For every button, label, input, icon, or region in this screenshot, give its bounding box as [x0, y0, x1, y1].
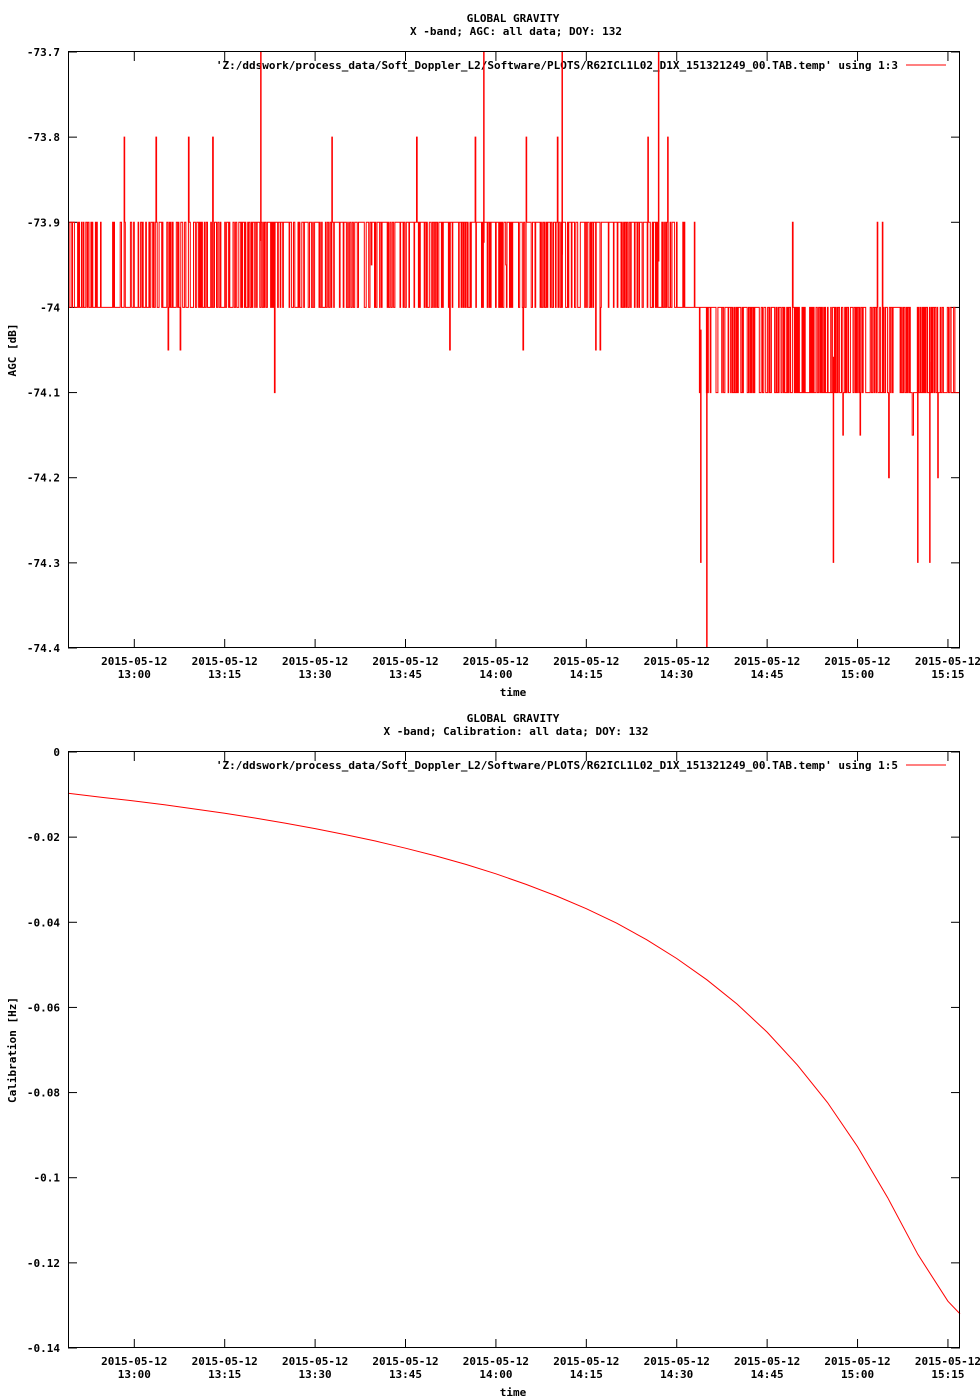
calibration-x-tick-date: 2015-05-12 — [734, 1355, 800, 1368]
calibration-data-layer — [67, 792, 961, 1315]
agc-x-tick-date: 2015-05-12 — [824, 655, 890, 668]
calibration-chart-title: GLOBAL GRAVITY — [467, 712, 560, 725]
agc-x-tick-time: 15:15 — [931, 668, 964, 681]
calibration-x-tick-time: 14:15 — [570, 1368, 603, 1381]
agc-chart-subtitle: X -band; AGC: all data; DOY: 132 — [410, 25, 622, 38]
calibration-x-tick-date: 2015-05-12 — [101, 1355, 167, 1368]
calibration-x-tick-date: 2015-05-12 — [824, 1355, 890, 1368]
agc-x-tick-date: 2015-05-12 — [282, 655, 348, 668]
calibration-x-tick-time: 14:30 — [660, 1368, 693, 1381]
agc-y-axis-label: AGC [dB] — [6, 324, 19, 377]
agc-y-tick-label: -74.2 — [27, 472, 60, 485]
calibration-axis-ticks: 0 -0.02 -0.04 -0.06 -0.08 -0.1 -0.12 -0.14 2015-… — [27, 746, 980, 1381]
calibration-x-tick-time: 13:30 — [299, 1368, 332, 1381]
agc-legend: 'Z:/ddswork/process_data/Soft_Doppler_L2… — [216, 59, 946, 72]
agc-y-tick-label: -73.7 — [27, 46, 60, 59]
agc-axis-ticks: -73.7 -73.8 -73.9 -74 -74.1 -74.2 -74.3 -74.4 20… — [27, 46, 980, 681]
calibration-x-tick-time: 14:00 — [479, 1368, 512, 1381]
calibration-x-tick-time: 13:45 — [389, 1368, 422, 1381]
calibration-y-tick-label: -0.1 — [34, 1172, 61, 1185]
calibration-y-tick-label: -0.04 — [27, 916, 60, 929]
agc-x-tick-date: 2015-05-12 — [463, 655, 529, 668]
agc-x-tick-time: 14:30 — [660, 668, 693, 681]
agc-x-tick-time: 14:45 — [751, 668, 784, 681]
calibration-legend: 'Z:/ddswork/process_data/Soft_Doppler_L2… — [216, 759, 946, 772]
calibration-x-tick-time: 15:15 — [931, 1368, 964, 1381]
agc-y-tick-label: -73.9 — [27, 216, 60, 229]
agc-series-line — [68, 136, 960, 479]
agc-x-tick-time: 14:15 — [570, 668, 603, 681]
agc-x-tick-date: 2015-05-12 — [192, 655, 258, 668]
calibration-plot-frame — [68, 751, 960, 1348]
agc-x-tick-date: 2015-05-12 — [553, 655, 619, 668]
calibration-x-axis-label: time — [500, 1386, 527, 1399]
agc-x-tick-date: 2015-05-12 — [101, 655, 167, 668]
calibration-y-axis-label: Calibration [Hz] — [6, 997, 19, 1103]
calibration-y-tick-label: -0.02 — [27, 831, 60, 844]
agc-y-tick-label: -73.8 — [27, 131, 60, 144]
agc-y-tick-label: -74.3 — [27, 557, 60, 570]
agc-chart: GLOBAL GRAVITY X -band; AGC: all data; D… — [6, 12, 980, 699]
calibration-x-tick-time: 14:45 — [751, 1368, 784, 1381]
calibration-x-tick-date: 2015-05-12 — [282, 1355, 348, 1368]
calibration-y-tick-label: 0 — [53, 746, 60, 759]
calibration-x-tick-date: 2015-05-12 — [915, 1355, 980, 1368]
agc-y-tick-label: -74.1 — [27, 387, 60, 400]
calibration-x-tick-date: 2015-05-12 — [463, 1355, 529, 1368]
calibration-legend-label: 'Z:/ddswork/process_data/Soft_Doppler_L2… — [216, 759, 898, 772]
agc-x-tick-date: 2015-05-12 — [372, 655, 438, 668]
calibration-y-tick-label: -0.08 — [27, 1087, 60, 1100]
calibration-x-tick-time: 13:15 — [208, 1368, 241, 1381]
agc-y-tick-label: -74 — [40, 301, 60, 314]
agc-chart-title: GLOBAL GRAVITY — [467, 12, 560, 25]
agc-x-tick-time: 13:15 — [208, 668, 241, 681]
agc-x-tick-time: 13:00 — [118, 668, 151, 681]
agc-plot-frame — [68, 51, 960, 648]
agc-x-tick-time: 15:00 — [841, 668, 874, 681]
agc-x-tick-date: 2015-05-12 — [734, 655, 800, 668]
agc-data-layer — [68, 52, 960, 648]
calibration-x-tick-date: 2015-05-12 — [372, 1355, 438, 1368]
calibration-x-tick-time: 15:00 — [841, 1368, 874, 1381]
agc-y-tick-label: -74.4 — [27, 642, 60, 655]
calibration-chart: GLOBAL GRAVITY X -band; Calibration: all… — [6, 712, 980, 1399]
calibration-x-tick-time: 13:00 — [118, 1368, 151, 1381]
agc-x-tick-time: 13:30 — [299, 668, 332, 681]
agc-x-tick-time: 14:00 — [479, 668, 512, 681]
calibration-series-line — [67, 792, 961, 1315]
calibration-chart-subtitle: X -band; Calibration: all data; DOY: 132 — [384, 725, 649, 738]
calibration-x-tick-date: 2015-05-12 — [644, 1355, 710, 1368]
agc-x-tick-date: 2015-05-12 — [644, 655, 710, 668]
agc-legend-label: 'Z:/ddswork/process_data/Soft_Doppler_L2… — [216, 59, 898, 72]
calibration-y-tick-label: -0.06 — [27, 1001, 60, 1014]
agc-x-tick-date: 2015-05-12 — [915, 655, 980, 668]
calibration-y-tick-label: -0.12 — [27, 1257, 60, 1270]
calibration-x-tick-date: 2015-05-12 — [553, 1355, 619, 1368]
agc-x-axis-label: time — [500, 686, 527, 699]
agc-x-tick-time: 13:45 — [389, 668, 422, 681]
calibration-y-tick-label: -0.14 — [27, 1342, 60, 1355]
calibration-x-tick-date: 2015-05-12 — [192, 1355, 258, 1368]
